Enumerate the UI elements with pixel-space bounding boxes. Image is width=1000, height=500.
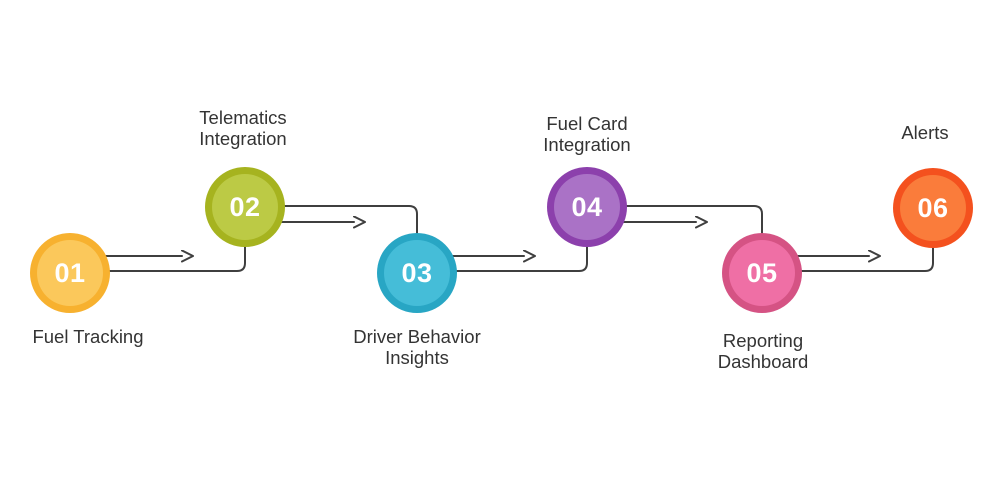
- step-04-circle-fill: [554, 174, 620, 240]
- step-04: 04: [547, 167, 627, 247]
- connector-step5-step6-line: [761, 246, 934, 272]
- step-01: 01: [30, 233, 110, 313]
- connector-step2-step3-line: [244, 205, 418, 235]
- step-06-circle-fill: [900, 175, 966, 241]
- step-05-number: 05: [746, 257, 778, 288]
- step-03-number: 03: [401, 257, 433, 288]
- step-03: 03: [377, 233, 457, 313]
- step-01-label: Fuel Tracking: [32, 326, 144, 347]
- step-02-circle: 02: [205, 167, 285, 247]
- connector-step1-step2-line: [69, 245, 246, 272]
- step-01-number: 01: [54, 257, 86, 288]
- step-06-label: Alerts: [901, 122, 949, 143]
- step-05-circle-fill: [729, 240, 795, 306]
- step-01-circle-fill: [37, 240, 103, 306]
- step-05: 05: [722, 233, 802, 313]
- step-05-circle: 05: [722, 233, 802, 313]
- step-02-circle-fill: [212, 174, 278, 240]
- step-02: 02: [205, 167, 285, 247]
- step-06-number: 06: [917, 192, 949, 223]
- connector-step4-step5-line: [586, 205, 763, 235]
- connector-step3-step4-line: [416, 245, 588, 272]
- step-02-label: Telematics Integration: [199, 107, 287, 149]
- step-03-circle-fill: [384, 240, 450, 306]
- step-03-circle: 03: [377, 233, 457, 313]
- step-03-label: Driver Behavior Insights: [353, 326, 481, 368]
- step-06: 06: [893, 168, 973, 248]
- step-04-number: 04: [571, 191, 603, 222]
- step-02-number: 02: [229, 191, 261, 222]
- step-05-label: Reporting Dashboard: [717, 330, 809, 372]
- step-04-label: Fuel Card Integration: [543, 113, 631, 155]
- step-01-circle: 01: [30, 233, 110, 313]
- step-06-circle: 06: [893, 168, 973, 248]
- step-04-circle: 04: [547, 167, 627, 247]
